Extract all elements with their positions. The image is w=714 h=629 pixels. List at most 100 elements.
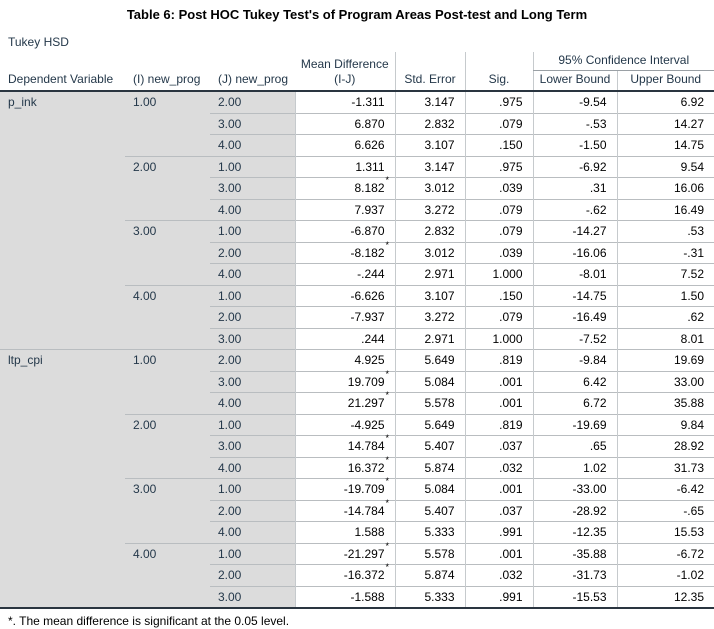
sig-cell: 1.000 — [464, 327, 533, 350]
std-error-cell: 5.874 — [394, 456, 465, 479]
table-row: 4.00 -.244 2.971 1.000 -8.01 7.52 — [0, 263, 714, 285]
lower-bound-cell: -16.49 — [532, 306, 617, 328]
sig-cell: .819 — [464, 349, 533, 371]
sig-cell: .001 — [464, 478, 533, 500]
mean-difference-cell: -19.709* — [294, 477, 395, 500]
j-new-prog-cell: 3.00 — [210, 327, 295, 350]
mean-difference-value: .244 — [361, 331, 385, 346]
upper-bound-cell: 1.50 — [616, 284, 714, 307]
std-error-cell: 5.578 — [394, 542, 465, 565]
sig-cell: .037 — [464, 435, 533, 457]
i-new-prog-cell: 1.00 — [125, 349, 210, 414]
table-row: 4.00 21.297* 5.578.001 6.72 35.88 — [0, 391, 714, 414]
upper-bound-cell: 16.06 — [616, 177, 714, 199]
i-new-prog-cell: 4.00 — [125, 542, 210, 608]
mean-difference-value: -1.588 — [350, 589, 385, 604]
table-row: 3.00 6.870 2.832.079 -.53 14.27 — [0, 112, 714, 135]
lower-bound-cell: -31.73 — [532, 564, 617, 586]
mean-difference-cell: -7.937 — [294, 306, 395, 328]
table-row: 2.00 1.00 1.311 3.147.975 -6.92 9.54 — [0, 155, 714, 221]
mean-difference-value: -.244 — [357, 267, 385, 282]
lower-bound-cell: 1.02 — [532, 456, 617, 479]
spss-output-page: Table 6: Post HOC Tukey Test's of Progra… — [0, 6, 714, 628]
mean-difference-value: 4.925 — [354, 353, 385, 368]
table-body: p_ink 1.00 2.00 -1.311 3.147.975 -9.54 6.92 3.0… — [0, 90, 714, 608]
mean-difference-value: -4.925 — [350, 417, 385, 432]
mean-difference-value: -21.297 — [343, 546, 385, 561]
upper-bound-cell: 14.27 — [616, 112, 714, 135]
sig-cell: .819 — [464, 413, 533, 436]
j-new-prog-cell: 4.00 — [210, 456, 295, 479]
sig-cell: .150 — [464, 284, 533, 307]
j-new-prog-cell: 2.00 — [210, 499, 295, 522]
j-new-prog-cell: 2.00 — [210, 306, 295, 328]
mean-difference-value: 16.372 — [347, 460, 385, 475]
sig-cell: .039 — [464, 241, 533, 264]
lower-bound-cell: -6.92 — [532, 155, 617, 178]
sig-cell: .037 — [464, 499, 533, 522]
mean-difference-cell: -1.311 — [294, 90, 395, 113]
upper-bound-cell: -.31 — [616, 241, 714, 264]
upper-bound-cell: 12.35 — [616, 585, 714, 608]
j-new-prog-cell: 3.00 — [210, 435, 295, 457]
mean-difference-cell: 6.870 — [294, 112, 395, 135]
i-new-prog-cell: 3.00 — [125, 478, 210, 543]
sig-cell: .150 — [464, 134, 533, 156]
upper-bound-cell: 28.92 — [616, 435, 714, 457]
mean-difference-value: -19.709 — [343, 482, 385, 497]
lower-bound-cell: -9.54 — [532, 90, 617, 113]
lower-bound-cell: -33.00 — [532, 478, 617, 500]
col-header-sig: Sig. — [464, 52, 533, 92]
table-row: p_ink 1.00 2.00 -1.311 3.147.975 -9.54 6.92 — [0, 90, 714, 350]
upper-bound-cell: 8.01 — [616, 327, 714, 350]
mean-difference-value: 14.784 — [347, 439, 385, 454]
lower-bound-cell: -14.75 — [532, 284, 617, 307]
dependent-variable-cell: p_ink — [0, 90, 125, 350]
mean-difference-value: 8.182 — [354, 181, 385, 196]
mean-difference-value: 7.937 — [354, 202, 385, 217]
lower-bound-cell: -7.52 — [532, 327, 617, 350]
table-row: 3.00 .244 2.971 1.000 -7.52 8.01 — [0, 327, 714, 350]
dependent-variable-cell: ltp_cpi — [0, 349, 125, 608]
mean-difference-value: -8.182 — [350, 245, 385, 260]
table-row: 4.00 16.372* 5.874.032 1.02 31.73 — [0, 455, 714, 479]
j-new-prog-cell: 3.00 — [210, 112, 295, 135]
j-new-prog-cell: 3.00 — [210, 585, 295, 608]
std-error-cell: 5.333 — [394, 585, 465, 608]
mean-difference-cell: -16.372* — [294, 563, 395, 586]
mean-difference-cell: 4.925 — [294, 349, 395, 371]
mean-difference-cell: 21.297* — [294, 391, 395, 414]
j-new-prog-cell: 4.00 — [210, 521, 295, 543]
mean-difference-cell: -4.925 — [294, 413, 395, 436]
col-header-dependent-variable: Dependent Variable — [0, 52, 125, 92]
table-row: 3.00 14.784* 5.407.037.65 28.92 — [0, 434, 714, 457]
upper-bound-cell: 14.75 — [616, 134, 714, 156]
std-error-cell: 5.649 — [394, 349, 465, 371]
j-new-prog-cell: 4.00 — [210, 134, 295, 156]
lower-bound-cell: 6.72 — [532, 392, 617, 414]
table-title: Table 6: Post HOC Tukey Test's of Progra… — [126, 7, 588, 22]
j-new-prog-cell: 3.00 — [210, 370, 295, 393]
std-error-cell: 5.649 — [394, 413, 465, 436]
j-new-prog-cell: 1.00 — [210, 542, 295, 565]
j-new-prog-cell: 2.00 — [210, 241, 295, 264]
std-error-cell: 3.147 — [394, 90, 465, 113]
std-error-cell: 5.578 — [394, 392, 465, 414]
mean-difference-value: 1.311 — [355, 159, 385, 174]
i-new-prog-cell: 2.00 — [125, 155, 210, 221]
sig-cell: .079 — [464, 112, 533, 135]
sig-cell: .975 — [464, 155, 533, 178]
mean-difference-cell: 7.937 — [294, 198, 395, 221]
mean-difference-value: -6.870 — [350, 224, 385, 239]
sig-cell: .032 — [464, 564, 533, 586]
table-row: 3.00 8.182* 3.012.039.31 16.06 — [0, 176, 714, 199]
j-new-prog-cell: 2.00 — [210, 349, 295, 371]
j-new-prog-cell: 2.00 — [210, 90, 295, 113]
mean-difference-cell: 16.372* — [294, 455, 395, 479]
mean-difference-cell: 1.311 — [294, 155, 395, 178]
std-error-cell: 3.272 — [394, 198, 465, 221]
upper-bound-cell: 33.00 — [616, 370, 714, 393]
j-new-prog-cell: 4.00 — [210, 198, 295, 221]
mean-difference-value: -16.372 — [343, 568, 385, 583]
i-new-prog-cell: 3.00 — [125, 220, 210, 285]
